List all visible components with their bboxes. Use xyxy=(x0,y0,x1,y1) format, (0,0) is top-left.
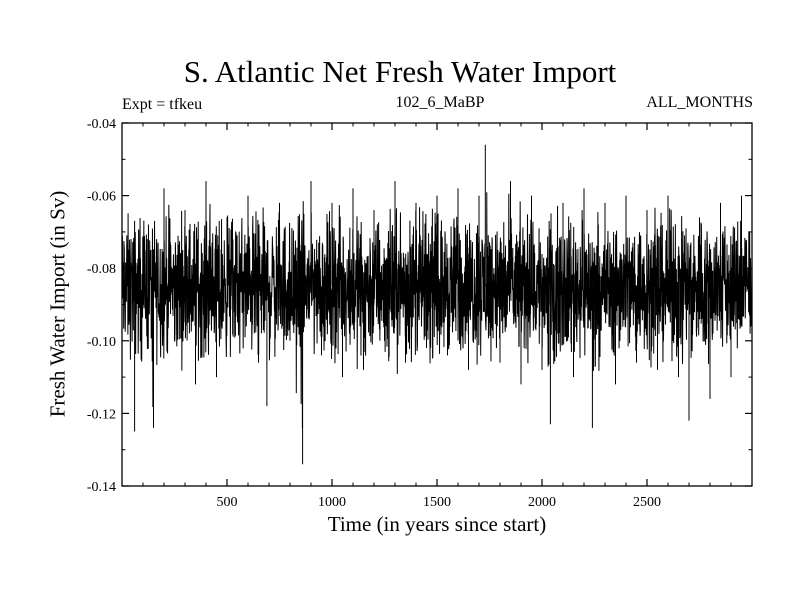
run-label: 102_6_MaBP xyxy=(395,94,485,111)
x-tick-label: 1500 xyxy=(423,495,451,510)
y-tick-label: -0.08 xyxy=(87,262,116,277)
x-tick-label: 2500 xyxy=(633,495,661,510)
x-tick-label: 1000 xyxy=(318,495,346,510)
months-label: ALL_MONTHS xyxy=(646,94,753,111)
plot-data-area xyxy=(121,144,753,465)
y-tick-label: -0.04 xyxy=(87,117,116,132)
x-tick-label: 2000 xyxy=(528,495,556,510)
x-axis-label: Time (in years since start) xyxy=(327,512,547,536)
y-tick-label: -0.12 xyxy=(87,407,116,422)
chart-title: S. Atlantic Net Fresh Water Import xyxy=(183,54,617,89)
series-line-0 xyxy=(121,144,753,465)
y-tick-label: -0.10 xyxy=(87,335,116,350)
y-tick-label: -0.14 xyxy=(87,480,116,495)
experiment-label: Expt = tfkeu xyxy=(122,96,203,113)
axes: 500 1000 1500 2000 2500 -0.14 -0.12 -0.10 -0.08 -… xyxy=(87,117,752,510)
y-axis-label: Fresh Water Import (in Sv) xyxy=(45,190,70,418)
y-tick-label: -0.06 xyxy=(87,190,116,205)
x-tick-label: 500 xyxy=(217,495,238,510)
